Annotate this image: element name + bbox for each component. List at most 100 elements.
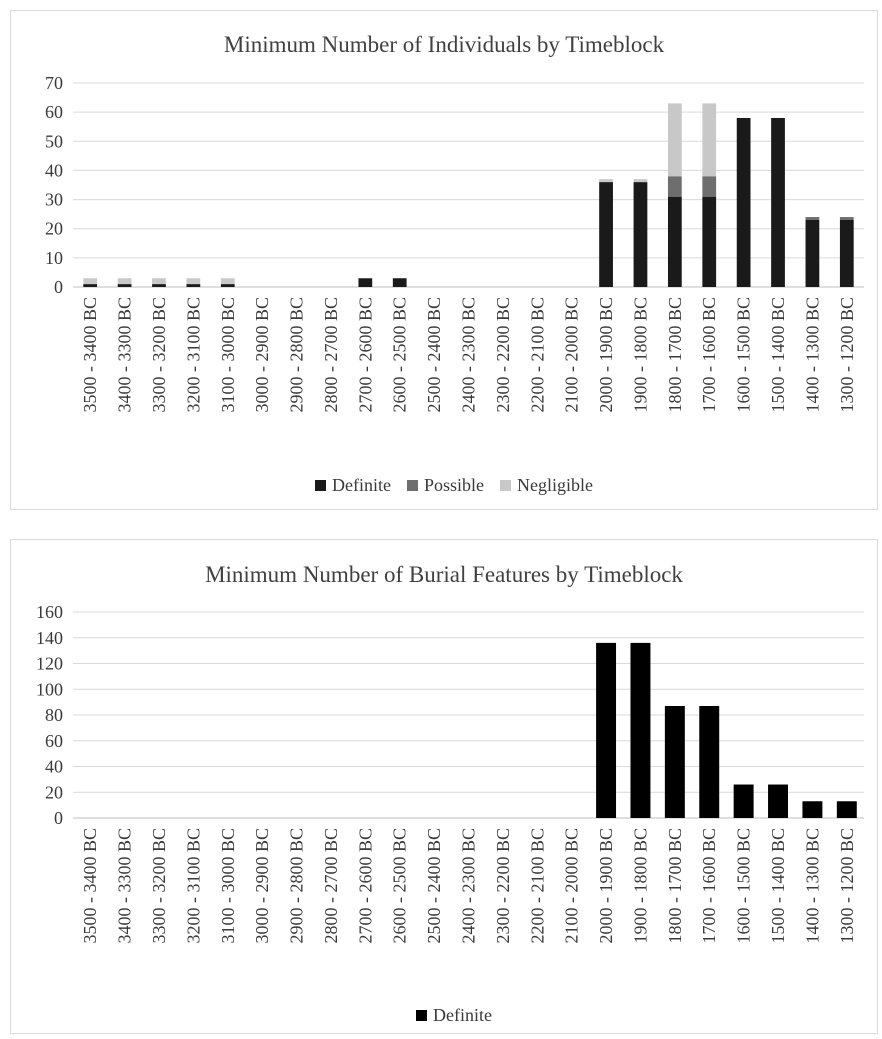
x-tick-label: 2200 - 2100 BC [527,297,547,413]
x-tick-label: 1600 - 1500 BC [734,828,754,944]
bar-negligible [667,103,682,177]
x-tick-label: 3200 - 3100 BC [183,297,203,413]
legend-label-definite: Definite [433,1005,492,1025]
y-tick-label: 10 [45,248,63,268]
legend-swatch-definite [416,1010,428,1021]
chart-individuals-panel: Minimum Number of Individuals by Timeblo… [10,10,878,510]
y-tick-label: 20 [45,219,63,239]
bar-definite [699,705,720,818]
x-tick-label: 3500 - 3400 BC [80,297,100,413]
x-tick-label: 3000 - 2900 BC [252,297,272,413]
bar-definite [186,284,201,287]
legend-label-definite: Definite [332,475,391,495]
chart-individuals: Minimum Number of Individuals by Timeblo… [45,32,864,495]
x-tick-label: 2900 - 2800 BC [287,828,307,944]
x-tick-label: 2200 - 2100 BC [527,828,547,944]
legend-label-negligible: Negligible [517,475,593,495]
bar-negligible [702,103,717,177]
y-tick-label: 50 [45,131,63,151]
x-tick-label: 2100 - 2000 BC [562,828,582,944]
bar-negligible [599,179,613,183]
legend: Definite Possible Negligible [315,475,593,495]
x-tick-label: 1500 - 1400 BC [768,828,788,944]
x-tick-label: 2000 - 1900 BC [596,828,616,944]
bar-negligible [633,179,648,183]
legend: Definite [416,1005,492,1025]
chart-burial-features-panel: Minimum Number of Burial Features by Tim… [10,539,878,1034]
bar-definite [702,196,717,287]
x-tick-label: 3400 - 3300 BC [115,828,135,944]
x-tick-label: 1500 - 1400 BC [768,297,788,413]
chart-title: Minimum Number of Burial Features by Tim… [205,562,683,587]
x-tick-label: 2400 - 2300 BC [459,828,479,944]
x-tick-label: 3100 - 3000 BC [218,828,238,944]
x-tick-label: 3200 - 3100 BC [183,828,203,944]
bar-definite [117,284,132,287]
bar-definite [596,642,617,818]
y-tick-label: 70 [45,73,63,93]
bar-definite [358,278,373,287]
bar-definite [839,219,854,287]
x-tick-label: 2800 - 2700 BC [321,828,341,944]
y-tick-label: 30 [45,190,63,210]
bar-definite [768,784,788,818]
y-tick-label: 60 [45,102,63,122]
x-tick-label: 3000 - 2900 BC [252,828,272,944]
y-tick-label: 160 [36,602,63,622]
x-tick-label: 2100 - 2000 BC [562,297,582,413]
x-tick-label: 2700 - 2600 BC [355,828,375,944]
bar-definite [599,182,613,287]
x-tick-label: 1400 - 1300 BC [802,297,822,413]
x-tick-label: 1300 - 1200 BC [837,297,857,413]
x-tick-label: 3300 - 3200 BC [149,828,169,944]
y-tick-label: 80 [45,705,63,725]
x-tick-label: 2400 - 2300 BC [459,297,479,413]
x-tick-label: 3300 - 3200 BC [149,297,169,413]
bar-possible [839,217,854,220]
bar-negligible [186,278,201,285]
bar-definite [836,801,857,818]
x-tick-label: 2600 - 2500 BC [390,828,410,944]
bar-negligible [152,278,166,285]
bar-negligible [220,278,235,285]
x-tick-label: 1800 - 1700 BC [665,828,685,944]
x-tick-label: 3500 - 3400 BC [80,828,100,944]
x-tick-label: 1700 - 1600 BC [699,297,719,413]
x-tick-label: 2500 - 2400 BC [424,828,444,944]
legend-swatch-negligible [500,480,512,491]
x-tick-label: 1600 - 1500 BC [734,297,754,413]
legend-swatch-possible [406,480,418,491]
legend-label-possible: Possible [424,475,484,495]
bar-definite [771,117,785,287]
chart-burial-features: Minimum Number of Burial Features by Tim… [36,562,864,1025]
x-tick-label: 2800 - 2700 BC [321,297,341,413]
y-tick-label: 40 [45,160,63,180]
bar-definite [664,705,685,818]
y-tick-label: 140 [36,628,63,648]
y-tick-label: 60 [45,731,63,751]
bar-definite [83,284,98,287]
x-tick-label: 2300 - 2200 BC [493,828,513,944]
x-tick-label: 1400 - 1300 BC [802,828,822,944]
bar-definite [667,196,682,287]
bar-definite [733,784,754,818]
chart-title: Minimum Number of Individuals by Timeblo… [224,32,665,57]
bar-definite [633,182,648,287]
y-tick-label: 120 [36,654,63,674]
bar-possible [702,176,717,197]
bar-negligible [117,278,132,285]
bar-possible [667,176,682,197]
y-tick-label: 40 [45,757,63,777]
x-tick-label: 2000 - 1900 BC [596,297,616,413]
bar-negligible [83,278,98,285]
y-tick-label: 0 [54,808,63,828]
x-tick-label: 2500 - 2400 BC [424,297,444,413]
x-tick-label: 2600 - 2500 BC [390,297,410,413]
bar-definite [152,284,166,287]
bar-definite [220,284,235,287]
bar-possible [805,217,820,220]
x-tick-label: 1300 - 1200 BC [837,828,857,944]
y-tick-label: 100 [36,679,63,699]
x-tick-label: 1800 - 1700 BC [665,297,685,413]
bar-definite [805,219,820,287]
